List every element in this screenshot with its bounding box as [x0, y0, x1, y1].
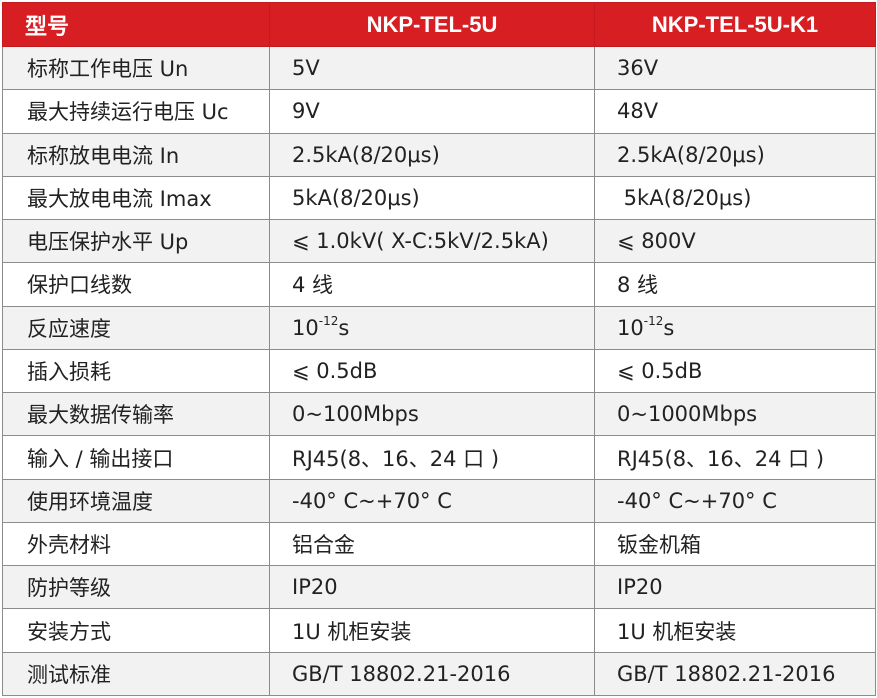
- header-nkp-tel-5u: NKP-TEL-5U: [269, 2, 595, 47]
- value-5u: IP20: [269, 565, 595, 610]
- value-5u: -40° C~+70° C: [269, 478, 595, 523]
- table-row: 标称放电电流 In 2.5kA(8/20μs) 2.5kA(8/20μs): [2, 132, 876, 177]
- table-row: 电压保护水平 Up ⩽ 1.0kV( X-C:5kV/2.5kA) ⩽ 800V: [2, 219, 876, 264]
- row-label: 反应速度: [2, 305, 270, 350]
- table-row: 使用环境温度 -40° C~+70° C -40° C~+70° C: [2, 478, 876, 523]
- row-label: 最大放电电流 Imax: [2, 175, 270, 221]
- row-label: 标称工作电压 Un: [2, 45, 270, 91]
- value-5u: 5kA(8/20μs): [269, 175, 595, 221]
- value-5u-k1: RJ45(8、16、24 口 ): [594, 435, 876, 480]
- header-row: 型号 NKP-TEL-5U NKP-TEL-5U-K1: [2, 2, 876, 47]
- value-5u: 1U 机柜安装: [269, 608, 595, 653]
- value-5u: 9V: [269, 89, 595, 134]
- table-row: 测试标准 GB/T 18802.21-2016 GB/T 18802.21-20…: [2, 651, 876, 697]
- row-label: 使用环境温度: [2, 478, 270, 523]
- table-row: 最大放电电流 Imax 5kA(8/20μs) 5kA(8/20μs): [2, 175, 876, 221]
- value-5u: ⩽ 1.0kV( X-C:5kV/2.5kA): [269, 219, 595, 264]
- header-model: 型号: [2, 2, 270, 47]
- value-5u: 4 线: [269, 262, 595, 307]
- value-5u: 铝合金: [269, 521, 595, 567]
- value-5u-k1: 10-12s: [594, 305, 876, 350]
- row-label: 测试标准: [2, 651, 270, 697]
- table-row: 保护口线数 4 线 8 线: [2, 262, 876, 307]
- value-5u: ⩽ 0.5dB: [269, 348, 595, 394]
- value-exponent: -12: [643, 313, 664, 328]
- value-base: 10: [292, 315, 319, 340]
- table-row: 反应速度 10-12s 10-12s: [2, 305, 876, 350]
- row-label: 外壳材料: [2, 521, 270, 567]
- table-row: 最大持续运行电压 Uc 9V 48V: [2, 89, 876, 134]
- row-label: 电压保护水平 Up: [2, 219, 270, 264]
- value-5u-k1: 1U 机柜安装: [594, 608, 876, 653]
- table-row: 防护等级 IP20 IP20: [2, 565, 876, 610]
- value-5u: RJ45(8、16、24 口 ): [269, 435, 595, 480]
- table-row: 输入 / 输出接口 RJ45(8、16、24 口 ) RJ45(8、16、24 …: [2, 435, 876, 480]
- value-5u: 2.5kA(8/20μs): [269, 132, 595, 177]
- value-5u-k1: ⩽ 0.5dB: [594, 348, 876, 394]
- value-5u-k1: 8 线: [594, 262, 876, 307]
- value-5u-k1: IP20: [594, 565, 876, 610]
- row-label: 标称放电电流 In: [2, 132, 270, 177]
- value-5u-k1: 0~1000Mbps: [594, 392, 876, 437]
- value-5u-k1: 36V: [594, 45, 876, 91]
- value-unit: s: [338, 315, 350, 340]
- table-row: 插入损耗 ⩽ 0.5dB ⩽ 0.5dB: [2, 348, 876, 394]
- row-label: 安装方式: [2, 608, 270, 653]
- table-row: 安装方式 1U 机柜安装 1U 机柜安装: [2, 608, 876, 653]
- row-label: 插入损耗: [2, 348, 270, 394]
- value-5u: 0~100Mbps: [269, 392, 595, 437]
- value-5u-k1: ⩽ 800V: [594, 219, 876, 264]
- value-exponent: -12: [318, 313, 339, 328]
- value-base: 10: [617, 315, 644, 340]
- row-label: 最大数据传输率: [2, 392, 270, 437]
- value-5u-k1: 48V: [594, 89, 876, 134]
- value-5u: 10-12s: [269, 305, 595, 350]
- header-nkp-tel-5u-k1: NKP-TEL-5U-K1: [594, 2, 876, 47]
- value-5u-k1: -40° C~+70° C: [594, 478, 876, 523]
- row-label: 输入 / 输出接口: [2, 435, 270, 480]
- value-5u-k1: 5kA(8/20μs): [594, 175, 876, 221]
- value-5u-k1: 钣金机箱: [594, 521, 876, 567]
- value-unit: s: [663, 315, 675, 340]
- table-row: 外壳材料 铝合金 钣金机箱: [2, 521, 876, 567]
- value-5u: 5V: [269, 45, 595, 91]
- row-label: 防护等级: [2, 565, 270, 610]
- table-row: 标称工作电压 Un 5V 36V: [2, 45, 876, 91]
- row-label: 最大持续运行电压 Uc: [2, 89, 270, 134]
- value-5u: GB/T 18802.21-2016: [269, 651, 595, 697]
- table-row: 最大数据传输率 0~100Mbps 0~1000Mbps: [2, 392, 876, 437]
- value-5u-k1: GB/T 18802.21-2016: [594, 651, 876, 697]
- row-label: 保护口线数: [2, 262, 270, 307]
- value-5u-k1: 2.5kA(8/20μs): [594, 132, 876, 177]
